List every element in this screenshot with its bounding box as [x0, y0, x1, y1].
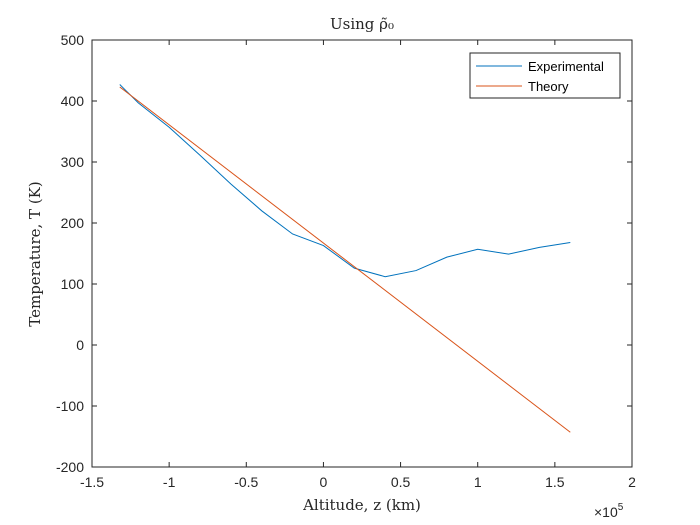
x-axis-label: Altitude, z (km)	[302, 496, 421, 514]
y-tick-label: 0	[76, 337, 84, 353]
y-tick-label: -100	[56, 398, 84, 414]
y-tick-label: 300	[61, 154, 85, 170]
plot-area	[92, 40, 632, 467]
x-exponent-base: ×10	[594, 504, 618, 520]
legend-box	[469, 52, 621, 99]
legend-label-experimental: Experimental	[528, 59, 604, 74]
axes-box	[91, 39, 633, 468]
y-tick-label: 400	[61, 93, 85, 109]
x-tick-label: 0.5	[391, 474, 411, 490]
y-tick-label: -200	[56, 459, 84, 475]
legend-label-theory: Theory	[528, 79, 569, 94]
x-tick-label: 2	[628, 474, 636, 490]
y-tick-label: 200	[61, 215, 85, 231]
series-layer	[119, 84, 571, 433]
chart-title: Using ρ̃₀	[330, 15, 394, 33]
series-line-experimental	[119, 84, 571, 278]
axes-layer	[91, 39, 633, 468]
x-tick-label: -1.5	[80, 474, 104, 490]
x-exponent-power: 5	[618, 502, 624, 513]
y-tick-label: 100	[61, 276, 85, 292]
x-tick-label: -0.5	[234, 474, 258, 490]
x-tick-label: 0	[320, 474, 328, 490]
x-tick-label: 1	[474, 474, 482, 490]
series-line-theory	[119, 86, 571, 433]
y-tick-label: 500	[61, 32, 85, 48]
ticks-layer: -1.5 -1 -0.5 0 0.5 1 1.5 2 -200 -100 0 100 200 300 400…	[56, 32, 636, 490]
legend: Experimental Theory	[469, 52, 621, 99]
x-exponent: ×105	[594, 502, 624, 520]
y-axis-label: Temperature, T (K)	[26, 181, 44, 327]
x-tick-label: 1.5	[545, 474, 565, 490]
x-tick-label: -1	[163, 474, 176, 490]
